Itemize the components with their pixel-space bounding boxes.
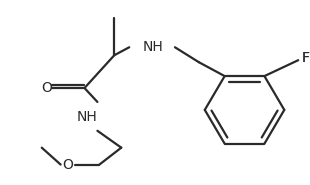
Text: O: O bbox=[41, 81, 52, 95]
Text: F: F bbox=[301, 51, 309, 65]
Text: NH: NH bbox=[77, 110, 98, 124]
Text: F: F bbox=[301, 51, 309, 65]
Text: NH: NH bbox=[143, 40, 163, 54]
Text: O: O bbox=[62, 158, 73, 171]
